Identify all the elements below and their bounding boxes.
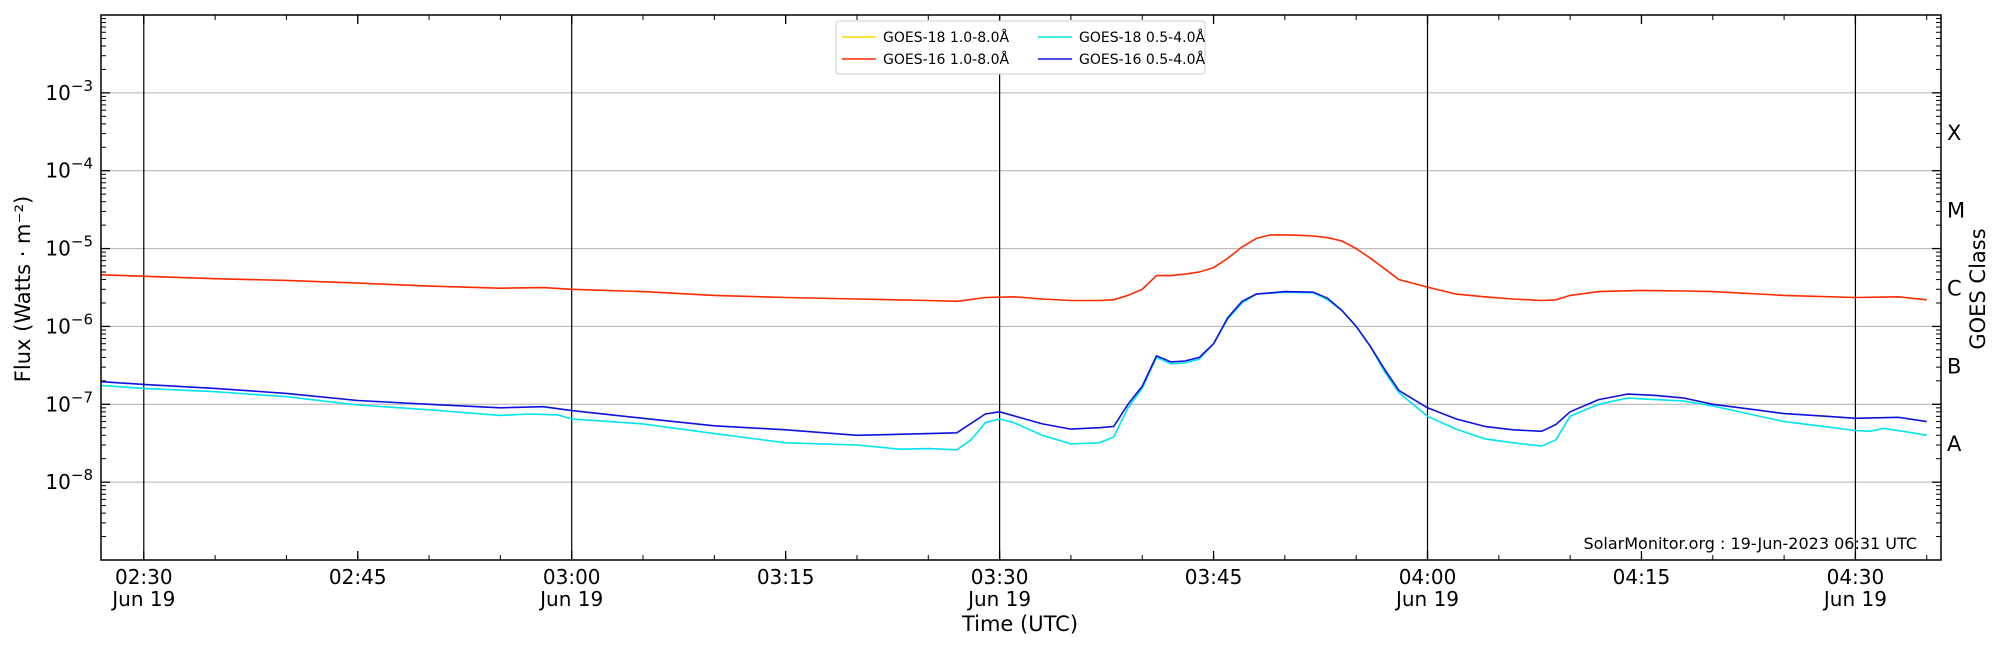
y-tick-exponent: −8 [71, 466, 93, 484]
x-tick-label: 04:30 [1827, 565, 1885, 589]
vertical-hour-lines [143, 15, 1857, 560]
y-tick-label: 10−3 [45, 77, 93, 105]
right-y-axis-title: GOES Class [1966, 228, 1990, 349]
x-tick-label: 03:15 [757, 565, 815, 589]
legend-label: GOES-18 1.0-8.0Å [883, 29, 1009, 46]
x-tick-date-label: Jun 19 [110, 587, 175, 611]
y-tick-base: 10 [45, 81, 70, 105]
grid-layer [101, 92, 1941, 483]
x-tick-label: 04:15 [1613, 565, 1671, 589]
x-tick-label: 03:45 [1185, 565, 1243, 589]
x-tick-label: 04:00 [1399, 565, 1457, 589]
y-tick-base: 10 [45, 237, 70, 261]
legend-items: GOES-18 1.0-8.0Å GOES-16 1.0-8.0Å GOES-18 … [842, 29, 1205, 68]
x-axis-title: Time (UTC) [961, 612, 1078, 636]
x-tick-date-label: Jun 19 [966, 587, 1031, 611]
series-layer [100, 234, 1927, 451]
y-axis-title: Flux (Watts · m⁻²) [11, 196, 35, 382]
x-tick-date-label: Jun 19 [1394, 587, 1459, 611]
series-line [100, 291, 1927, 451]
x-tick-date-label: Jun 19 [538, 587, 603, 611]
x-tick-date-label: Jun 19 [1822, 587, 1887, 611]
goes-class-label: X [1947, 121, 1961, 145]
x-tick-label: 02:45 [329, 565, 387, 589]
plot-frame [100, 14, 1942, 561]
y-tick-label: 10−7 [45, 388, 93, 416]
legend: GOES-18 1.0-8.0Å GOES-16 1.0-8.0Å GOES-18 … [835, 20, 1206, 75]
goes-class-label: C [1947, 277, 1962, 301]
y-tick-exponent: −3 [71, 77, 93, 95]
y-tick-exponent: −7 [71, 388, 93, 406]
x-tick-label: 03:30 [971, 565, 1029, 589]
credit-text: SolarMonitor.org : 19-Jun-2023 06:31 UTC [1583, 534, 1917, 553]
series-line [100, 290, 1927, 437]
y-tick-label: 10−4 [45, 155, 93, 183]
y-tick-base: 10 [45, 392, 70, 416]
legend-box [835, 20, 1206, 75]
goes-class-labels: A B C M X [1947, 121, 1965, 456]
goes-class-label: A [1947, 432, 1962, 456]
y-tick-label: 10−8 [45, 466, 93, 494]
y-tick-label: 10−5 [45, 233, 93, 261]
y-tick-base: 10 [45, 314, 70, 338]
legend-label: GOES-16 0.5-4.0Å [1079, 51, 1205, 68]
y-tick-exponent: −6 [71, 310, 93, 328]
x-tick-label: 03:00 [543, 565, 601, 589]
x-tick-label: 02:30 [115, 565, 173, 589]
legend-label: GOES-16 1.0-8.0Å [883, 51, 1009, 68]
y-tick-base: 10 [45, 470, 70, 494]
y-tick-exponent: −5 [71, 233, 93, 251]
legend-label: GOES-18 0.5-4.0Å [1079, 29, 1205, 46]
series-line [100, 234, 1927, 303]
y-tick-exponent: −4 [71, 155, 93, 173]
y-tick-label: 10−6 [45, 310, 93, 338]
y-tick-base: 10 [45, 159, 70, 183]
goes-class-label: B [1947, 354, 1961, 378]
goes-class-label: M [1947, 199, 1965, 223]
